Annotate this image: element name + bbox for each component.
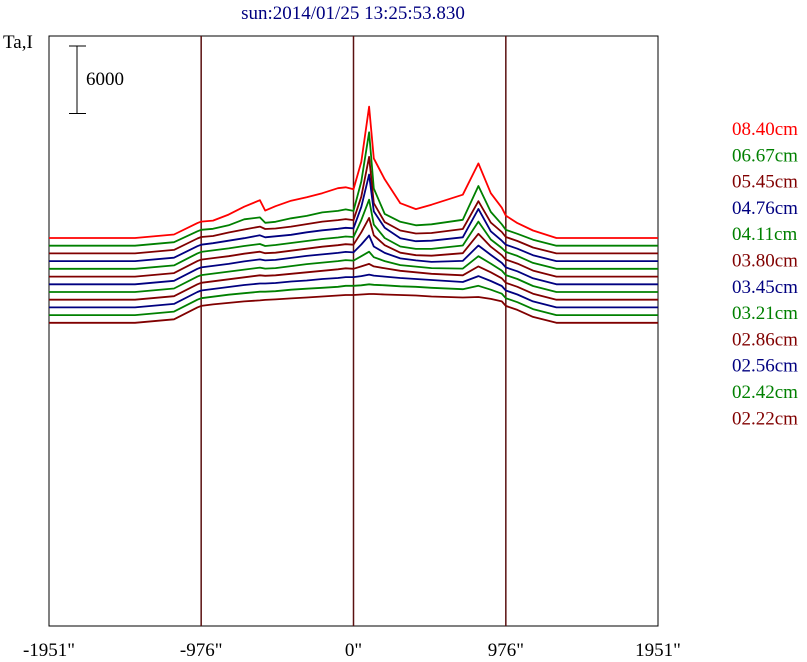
x-tick-label: 1951" [635, 640, 681, 661]
x-tick-label: -1951" [23, 640, 75, 661]
x-tick-label: 0" [345, 640, 362, 661]
legend-item: 02.86cm [732, 329, 798, 350]
y-axis-label: Ta,I [3, 32, 33, 53]
series-line-04.76cm [49, 173, 658, 263]
series-line-02.56cm [49, 273, 658, 309]
series-line-08.40cm [49, 105, 658, 239]
legend-item: 05.45cm [732, 172, 798, 193]
legend-item: 06.67cm [732, 145, 798, 166]
legend-item: 02.42cm [732, 382, 798, 403]
scale-bar-label: 6000 [86, 69, 124, 90]
series-layer [49, 105, 658, 324]
legend-item: 02.22cm [732, 408, 798, 429]
series-line-04.11cm [49, 198, 658, 270]
legend-item: 02.56cm [732, 356, 798, 377]
legend-item: 03.45cm [732, 277, 798, 298]
legend-item: 04.11cm [732, 224, 797, 245]
series-line-02.42cm [49, 283, 658, 317]
series-line-03.21cm [49, 250, 658, 293]
legend-item: 04.76cm [732, 198, 798, 219]
legend-item: 08.40cm [732, 119, 798, 140]
series-line-06.67cm [49, 131, 658, 247]
legend-item: 03.80cm [732, 251, 798, 272]
series-line-05.45cm [49, 155, 658, 255]
series-line-02.22cm [49, 293, 658, 324]
chart-title: sun:2014/01/25 13:25:53.830 [241, 3, 465, 24]
x-tick-label: -976" [180, 640, 223, 661]
x-tick-label: 976" [488, 640, 524, 661]
scale-bar: 6000 [69, 45, 124, 114]
series-line-03.45cm [49, 234, 658, 286]
series-line-03.80cm [49, 216, 658, 278]
legend: 08.40cm 06.67cm 05.45cm 04.76cm 04.11cm 03.80… [732, 119, 798, 429]
series-line-02.86cm [49, 262, 658, 301]
x-tick-labels: -1951" -976" 0" 976" 1951" [23, 640, 681, 661]
legend-item: 03.21cm [732, 303, 798, 324]
